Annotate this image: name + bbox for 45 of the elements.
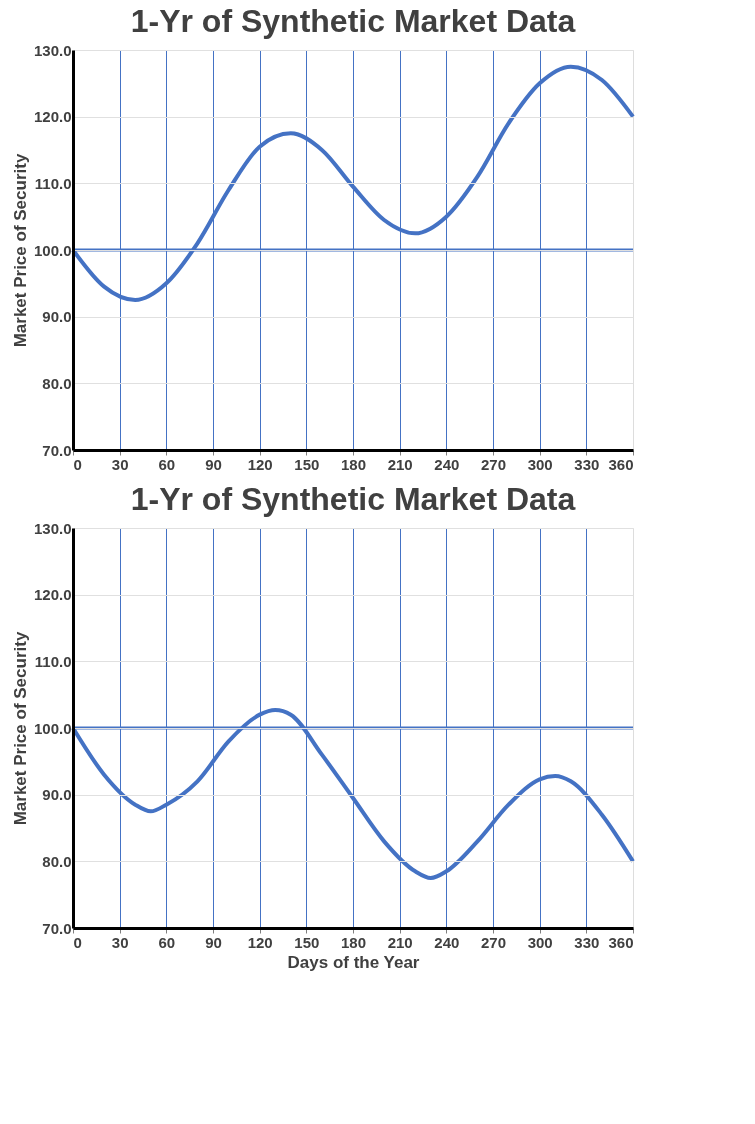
y-tick-label: 100.0 (33, 241, 72, 259)
x-axis-title: Days of the Year (287, 952, 420, 972)
x-tick-label: 150 (294, 933, 320, 951)
x-tick-label: 270 (480, 933, 507, 951)
x-tick-label: 30 (111, 455, 129, 473)
x-tick-label: 90 (205, 455, 222, 473)
x-tick-label: 240 (434, 933, 460, 951)
y-tick-label: 70.0 (42, 919, 72, 937)
x-tick-label: 360 (608, 455, 634, 473)
x-tick-label: 210 (387, 455, 413, 473)
x-tick-label: 300 (527, 933, 553, 951)
x-tick-label: 360 (608, 933, 634, 951)
y-axis-title: Market Price of Security (10, 631, 30, 826)
x-tick-label: 240 (434, 455, 460, 473)
y-tick-label: 100.0 (33, 719, 72, 737)
x-tick-label: 150 (294, 455, 320, 473)
y-tick-label: 90.0 (42, 786, 72, 804)
x-tick-label: 0 (73, 455, 82, 473)
y-tick-label: 80.0 (42, 852, 72, 870)
y-tick-label: 110.0 (34, 652, 72, 670)
x-tick-label: 90 (205, 933, 222, 951)
y-tick-label: 130.0 (33, 519, 72, 537)
x-tick-label: 120 (247, 933, 273, 951)
x-tick-label: 270 (480, 455, 507, 473)
chart-title: 1-Yr of Synthetic Market Data (130, 481, 576, 517)
x-tick-label: 30 (111, 933, 129, 951)
x-tick-label: 60 (158, 455, 176, 473)
x-tick-label: 60 (158, 933, 176, 951)
x-tick-label: 120 (247, 455, 273, 473)
x-tick-label: 300 (527, 455, 553, 473)
y-tick-label: 120.0 (33, 586, 72, 604)
x-tick-label: 330 (574, 455, 600, 473)
x-tick-label: 0 (73, 933, 82, 951)
x-tick-label: 180 (340, 455, 367, 473)
y-tick-label: 130.0 (33, 41, 72, 59)
y-axis-title: Market Price of Security (10, 153, 30, 348)
x-tick-label: 180 (340, 933, 367, 951)
y-tick-label: 110.0 (34, 174, 72, 192)
x-tick-label: 330 (574, 933, 600, 951)
chart-title: 1-Yr of Synthetic Market Data (130, 3, 576, 39)
x-tick-label: 210 (387, 933, 413, 951)
y-tick-label: 70.0 (42, 441, 72, 459)
y-tick-label: 80.0 (42, 374, 72, 392)
y-tick-label: 90.0 (42, 308, 72, 326)
y-tick-label: 120.0 (33, 108, 72, 126)
